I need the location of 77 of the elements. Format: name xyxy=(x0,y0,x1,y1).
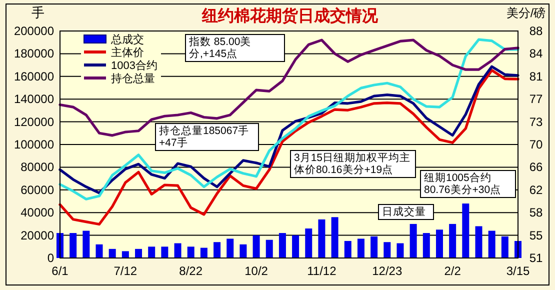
bar xyxy=(422,233,430,258)
annotation: 指数 85.00美分,+145点 xyxy=(185,34,285,62)
y-tick-label: 180000 xyxy=(14,46,54,61)
bar xyxy=(135,248,142,258)
bar xyxy=(357,238,364,258)
annotation: 3月15日纽期加权平均主体价80.16美分+19点 xyxy=(290,150,416,178)
bar xyxy=(384,242,391,258)
bar xyxy=(226,238,234,258)
bar xyxy=(96,244,103,258)
y-tick-label: 80000 xyxy=(20,160,54,174)
y-tick-label: 120000 xyxy=(14,114,54,129)
y-tick-label: 160000 xyxy=(14,69,54,84)
y2-tick-label: 66 xyxy=(529,160,543,174)
y-tick-label: 200000 xyxy=(14,24,54,38)
legend-label: 总成交 xyxy=(110,33,144,46)
bar xyxy=(292,235,300,258)
bar xyxy=(331,217,338,258)
x-tick-label: 7/12 xyxy=(114,264,138,278)
chart-title: 纽约棉花期货日成交情况 xyxy=(201,6,379,25)
bar xyxy=(214,242,221,258)
y-axis-title: 手 xyxy=(32,5,44,20)
x-tick-label: 3/15 xyxy=(506,264,530,278)
bar xyxy=(187,246,194,258)
y2-tick-label: 55 xyxy=(529,228,543,242)
x-tick-label: 2/2 xyxy=(444,264,462,278)
x-tick-label: 10/2 xyxy=(244,264,268,278)
bar xyxy=(252,235,260,258)
y2-tick-label: 73 xyxy=(529,114,543,129)
y2-tick-label: 88 xyxy=(529,24,543,38)
legend-label: 主体价 xyxy=(111,46,144,59)
y2-axis-title: 美分/磅 xyxy=(506,6,546,20)
bar xyxy=(108,248,116,258)
bar xyxy=(82,230,90,258)
y-tick-label: 60000 xyxy=(20,182,54,197)
bar xyxy=(148,246,156,258)
bar xyxy=(501,236,508,258)
x-tick-label: 6/1 xyxy=(52,264,69,278)
annotation: 纽期1005合约80.76美分+30点 xyxy=(420,170,516,198)
x-tick-label: 8/22 xyxy=(179,264,203,278)
bar xyxy=(344,240,352,258)
bar xyxy=(240,244,247,258)
x-tick-label: 12/23 xyxy=(372,264,402,278)
line-series xyxy=(58,68,520,226)
bar xyxy=(305,228,312,258)
bar xyxy=(370,236,378,258)
legend-label: 持仓总量 xyxy=(111,72,155,85)
legend-label: 1003合约 xyxy=(111,59,158,72)
bar xyxy=(488,230,496,258)
bar xyxy=(266,240,273,258)
y2-tick-label: 62 xyxy=(529,182,543,197)
bar xyxy=(122,251,129,258)
bar xyxy=(449,224,456,258)
bar xyxy=(475,226,482,258)
y-tick-label: 20000 xyxy=(20,228,54,242)
bar xyxy=(200,248,208,258)
bar xyxy=(410,224,417,258)
bar xyxy=(174,243,182,258)
bar xyxy=(396,243,404,258)
bar xyxy=(161,246,168,258)
bar xyxy=(462,204,470,258)
bar xyxy=(70,233,77,258)
bar xyxy=(278,233,286,258)
annotation: 日成交量 xyxy=(378,204,434,220)
y-tick-label: 40000 xyxy=(20,206,54,220)
y-tick-label: 0 xyxy=(47,251,54,265)
y2-tick-label: 51 xyxy=(529,251,543,265)
x-tick-label: 11/12 xyxy=(307,264,337,278)
y2-tick-label: 70 xyxy=(529,138,543,152)
y2-tick-label: 81 xyxy=(529,69,543,84)
bar xyxy=(436,230,443,258)
y2-tick-label: 77 xyxy=(529,92,543,106)
annotation: 持仓总量185067手+47手 xyxy=(155,123,259,151)
y2-tick-label: 84 xyxy=(529,46,543,61)
y-tick-label: 100000 xyxy=(14,138,54,152)
y2-tick-label: 58 xyxy=(529,206,543,220)
bar xyxy=(318,219,326,258)
y-tick-label: 140000 xyxy=(14,92,54,106)
